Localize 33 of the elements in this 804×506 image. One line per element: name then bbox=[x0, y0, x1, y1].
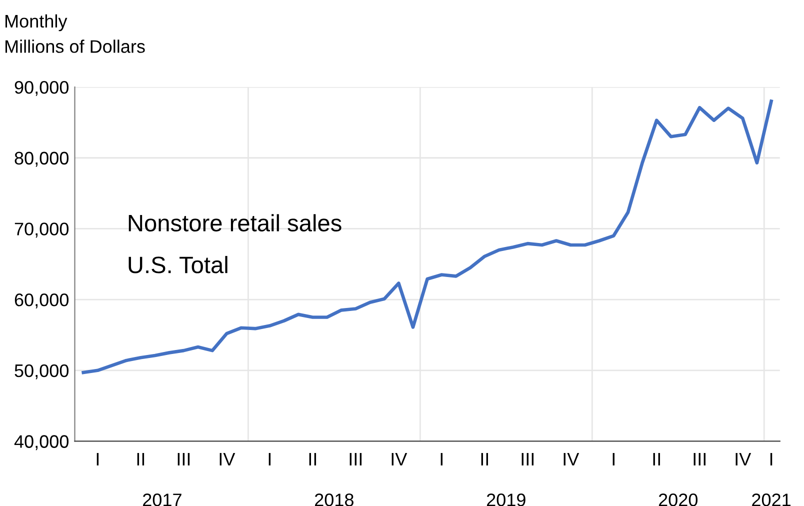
x-tick-label: IV bbox=[564, 453, 580, 466]
x-tick-label: I bbox=[440, 453, 442, 466]
y-tick-label: 60,000 bbox=[14, 293, 69, 308]
x-tick-label: II bbox=[137, 453, 144, 466]
y-tick-label: 70,000 bbox=[14, 222, 69, 238]
x-tick-label: I bbox=[268, 453, 271, 466]
annotation: Nonstore retail sales bbox=[128, 214, 342, 232]
x-tick-label: III bbox=[350, 453, 362, 466]
x-tick-label: IV bbox=[392, 453, 408, 466]
text: 2021 bbox=[752, 494, 790, 506]
x-tick-label: II bbox=[309, 453, 316, 466]
x-tick-label: IV bbox=[736, 453, 752, 466]
x-tick-label: III bbox=[178, 453, 190, 466]
chart-title: Monthly bbox=[6, 14, 68, 32]
text: 2018 bbox=[315, 494, 354, 506]
x-tick-label: III bbox=[694, 453, 706, 466]
x-tick-label: I bbox=[96, 453, 99, 466]
x-tick-label: II bbox=[653, 453, 660, 466]
y-axis-title: Millions of Dollars bbox=[6, 40, 145, 53]
line-series bbox=[82, 100, 773, 374]
y-tick-label: 40,000 bbox=[14, 435, 69, 450]
x-tick-label: III bbox=[522, 453, 534, 466]
x-tick-label: II bbox=[481, 453, 488, 466]
text: 2020 bbox=[658, 494, 698, 506]
y-tick-label: 80,000 bbox=[14, 152, 69, 167]
y-tick-label: 90,000 bbox=[14, 80, 69, 96]
annotation: U.S. Total bbox=[128, 256, 228, 274]
x-tick-label: I bbox=[770, 453, 772, 466]
text: 2019 bbox=[486, 494, 526, 506]
text: 2017 bbox=[143, 494, 182, 506]
x-tick-label: I bbox=[612, 453, 614, 466]
x-tick-label: IV bbox=[220, 453, 236, 466]
y-tick-label: 50,000 bbox=[14, 364, 69, 380]
